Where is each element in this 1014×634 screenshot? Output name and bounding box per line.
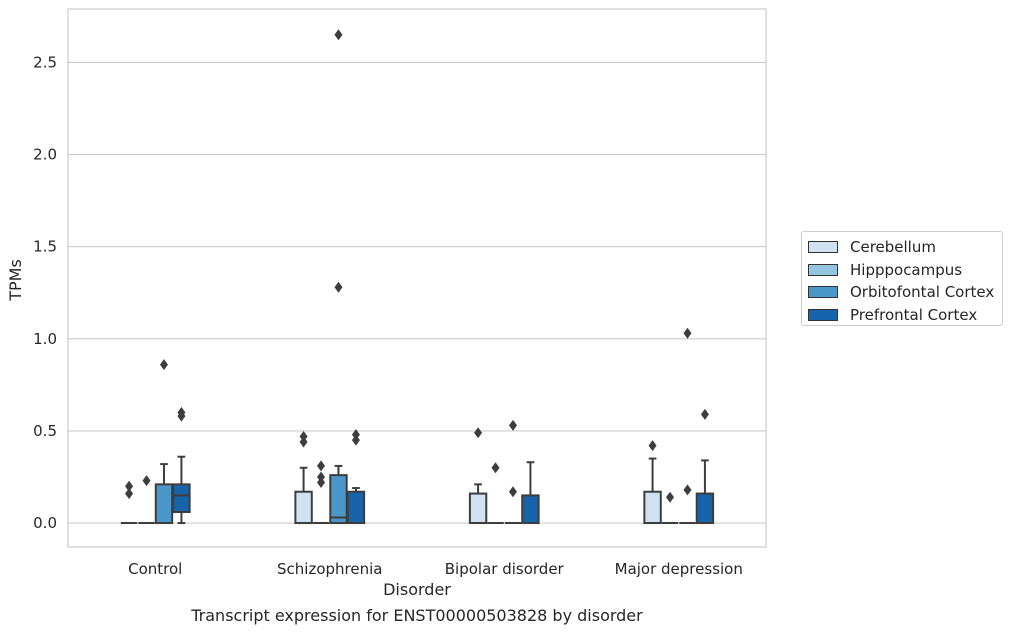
x-axis-label: Disorder [383, 580, 451, 599]
box-prefrontal-cortex [695, 408, 715, 525]
box [346, 490, 366, 525]
box-series [120, 29, 715, 525]
legend-label: Orbitofontal Cortex [850, 283, 995, 302]
outlier-point [508, 419, 517, 431]
legend-item: Orbitofontal Cortex [808, 281, 996, 304]
box-hipppocampus [487, 462, 504, 525]
outlier-point [142, 475, 151, 487]
box-prefrontal-cortex [346, 429, 366, 525]
outlier-point [683, 327, 692, 339]
y-tick-label: 1.5 [33, 238, 57, 256]
outlier-point [159, 359, 168, 371]
box-orbitofontal-cortex [679, 327, 696, 525]
outlier-point [351, 434, 360, 446]
plot-frame [67, 8, 767, 548]
outlier-point [648, 440, 657, 452]
box [695, 492, 715, 525]
legend-swatch [808, 241, 838, 254]
outlier-point [351, 429, 360, 441]
outlier-point [317, 477, 326, 489]
box-cerebellum [120, 480, 138, 525]
box-orbitofontal-cortex [329, 29, 348, 525]
outlier-point [683, 484, 692, 496]
box [172, 483, 191, 513]
outlier-point [299, 430, 308, 442]
x-tick-label: Major depression [615, 560, 743, 578]
outlier-point [474, 427, 483, 439]
box [294, 490, 313, 525]
legend-swatch [808, 308, 838, 321]
figure-caption: Transcript expression for ENST0000050382… [191, 606, 643, 625]
outlier-point [508, 486, 517, 498]
box [521, 494, 540, 525]
outlier-point [334, 29, 343, 41]
legend: Cerebellum Hipppocampus Orbitofontal Corte… [801, 231, 1003, 326]
legend-item: Cerebellum [808, 236, 996, 259]
outlier-point [125, 488, 134, 500]
box-cerebellum [643, 440, 662, 525]
legend-swatch [808, 263, 838, 276]
box-prefrontal-cortex [521, 461, 540, 525]
outlier-point [666, 491, 675, 503]
outlier-point [125, 480, 134, 492]
grid-lines [68, 61, 766, 524]
legend-label: Cerebellum [850, 238, 936, 257]
legend-swatch [808, 286, 838, 299]
legend-label: Prefrontal Cortex [850, 305, 978, 324]
y-tick-label: 0.0 [33, 514, 57, 532]
y-tick-label: 0.5 [33, 422, 57, 440]
legend-label: Hipppocampus [850, 260, 963, 279]
y-axis-label: TPMs [6, 259, 25, 302]
box-cerebellum [294, 430, 313, 525]
box [468, 492, 488, 525]
outlier-point [317, 471, 326, 483]
box-prefrontal-cortex [172, 407, 191, 525]
x-tick-labels: Control Schizophrenia Bipolar disorder Majo… [128, 560, 743, 578]
box-hipppocampus [661, 491, 679, 525]
outlier-point [299, 436, 308, 448]
box [329, 474, 348, 525]
x-tick-label: Bipolar disorder [445, 560, 565, 578]
box-hipppocampus [138, 475, 155, 525]
outlier-point [317, 460, 326, 472]
x-tick-label: Control [128, 560, 182, 578]
box-hipppocampus [312, 460, 330, 525]
y-tick-label: 2.5 [33, 53, 57, 71]
outlier-point [334, 281, 343, 293]
y-tick-label: 2.0 [33, 146, 57, 164]
box [154, 483, 174, 525]
y-tick-label: 1.0 [33, 330, 57, 348]
outlier-point [177, 407, 186, 418]
box [643, 490, 662, 525]
outlier-point [700, 408, 709, 420]
legend-item: Prefrontal Cortex [808, 304, 996, 327]
legend-item: Hipppocampus [808, 259, 996, 282]
y-tick-labels: 0.0 0.5 1.0 1.5 2.0 2.5 [33, 53, 57, 532]
outlier-point [491, 462, 500, 474]
box-orbitofontal-cortex [504, 419, 522, 525]
x-tick-label: Schizophrenia [277, 560, 382, 578]
box-orbitofontal-cortex [154, 359, 174, 525]
box-cerebellum [468, 427, 488, 525]
